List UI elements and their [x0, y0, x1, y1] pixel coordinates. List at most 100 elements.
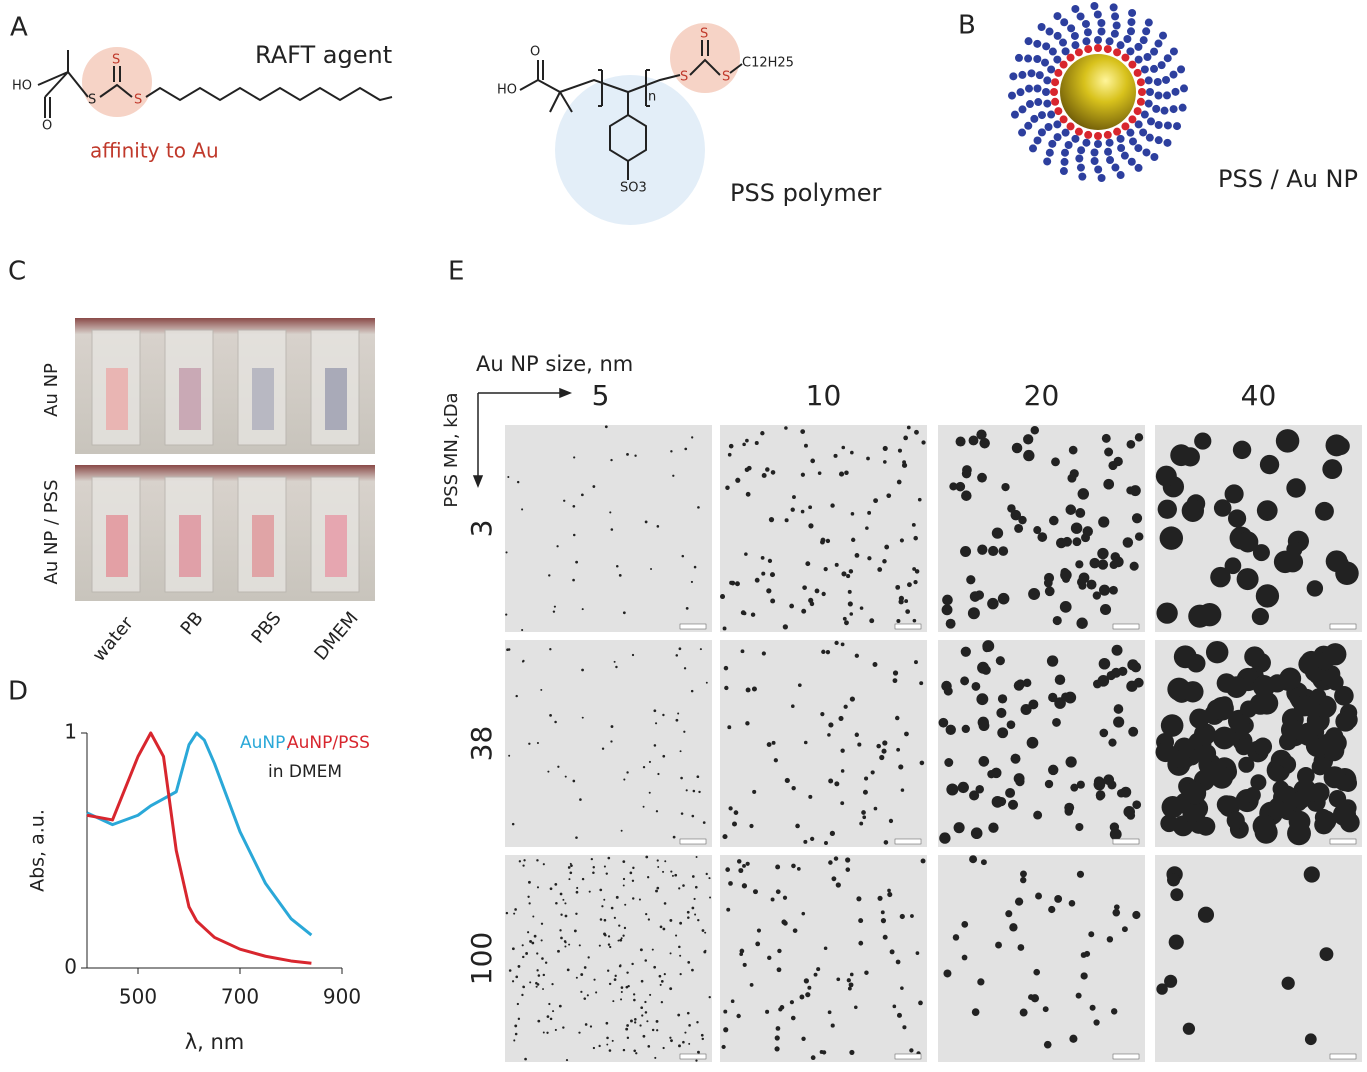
polymer-bead [1160, 106, 1169, 115]
column-label: water [89, 612, 138, 665]
tem-image [938, 640, 1145, 847]
particle [1131, 513, 1143, 524]
particle [686, 1011, 690, 1015]
highlight [82, 47, 152, 117]
particle [828, 860, 833, 865]
polymer-bead [1043, 99, 1052, 108]
polymer-bead [1047, 110, 1056, 119]
particle [1322, 459, 1343, 480]
particle [672, 835, 676, 839]
particle [607, 935, 611, 938]
particle [634, 454, 637, 457]
x-tick-label: 500 [119, 985, 157, 1009]
particle [896, 1012, 902, 1018]
particle [560, 913, 563, 916]
particle [524, 1057, 527, 1061]
particle [1052, 615, 1062, 626]
particle [677, 1013, 681, 1017]
particle [564, 902, 567, 905]
particle [867, 556, 872, 561]
particle [821, 649, 826, 655]
particle [1054, 895, 1063, 903]
polymer-bead [1064, 140, 1073, 149]
polymer-bead [1018, 105, 1027, 114]
x-tick-label: 900 [323, 985, 361, 1009]
particle [1331, 555, 1350, 573]
particle [910, 914, 914, 918]
polymer-bead [1093, 10, 1102, 19]
particle [549, 887, 553, 891]
particle [1252, 675, 1276, 698]
column-label: DMEM [310, 608, 362, 665]
particle [559, 929, 562, 932]
particle [511, 947, 515, 951]
polymer-bead [1144, 99, 1153, 108]
particle [761, 472, 767, 478]
particle [726, 907, 731, 912]
particle [642, 766, 646, 769]
anchor [1054, 107, 1063, 116]
particle [549, 714, 552, 717]
particle [995, 941, 1002, 949]
particle [876, 743, 881, 749]
particle [1093, 1019, 1100, 1026]
particle [1226, 811, 1245, 830]
particle [657, 772, 660, 776]
polymer-bead [1111, 12, 1120, 21]
particle [1109, 585, 1118, 595]
row-label: 100 [465, 932, 498, 985]
particle [859, 821, 864, 826]
particle [682, 884, 685, 887]
particle [943, 686, 953, 696]
particle [620, 937, 623, 940]
particle [970, 827, 983, 840]
polymer-bead [1042, 42, 1051, 51]
particle [998, 546, 1009, 556]
particle [1224, 484, 1244, 504]
particle [601, 905, 604, 908]
particle [841, 445, 846, 450]
particle [756, 928, 762, 933]
particle [816, 967, 821, 972]
particle [656, 1029, 659, 1032]
particle [619, 964, 622, 967]
atom: S [112, 53, 120, 68]
particle [555, 901, 558, 905]
particle [1216, 673, 1237, 693]
particle [877, 567, 883, 572]
particle [599, 888, 603, 892]
polymer-bead [1171, 87, 1180, 96]
particle [549, 648, 552, 651]
liquid [106, 515, 128, 577]
atom: SO3 [620, 181, 647, 196]
particle [742, 864, 746, 868]
polymer-bead [1048, 47, 1057, 56]
particle [1030, 994, 1040, 1003]
particle [1028, 588, 1041, 600]
particle [675, 934, 678, 937]
particle [870, 770, 875, 775]
particle [886, 493, 892, 499]
particle [583, 966, 587, 969]
particle [862, 789, 868, 795]
polymer-bead [1150, 47, 1159, 56]
particle [913, 580, 918, 585]
particle [1005, 787, 1016, 798]
particle [805, 561, 811, 567]
particle [847, 589, 852, 594]
particle [505, 613, 508, 616]
particle [744, 467, 750, 473]
particle [620, 829, 623, 832]
particle [536, 859, 539, 862]
particle [655, 810, 659, 813]
particle [769, 572, 776, 578]
particle [518, 860, 522, 863]
particle [1171, 750, 1190, 769]
particle [533, 934, 537, 938]
particle [889, 949, 895, 955]
scale-bar [679, 623, 707, 630]
particle [536, 983, 540, 986]
particle [801, 911, 806, 916]
particle [830, 1023, 835, 1028]
particle [725, 485, 730, 490]
